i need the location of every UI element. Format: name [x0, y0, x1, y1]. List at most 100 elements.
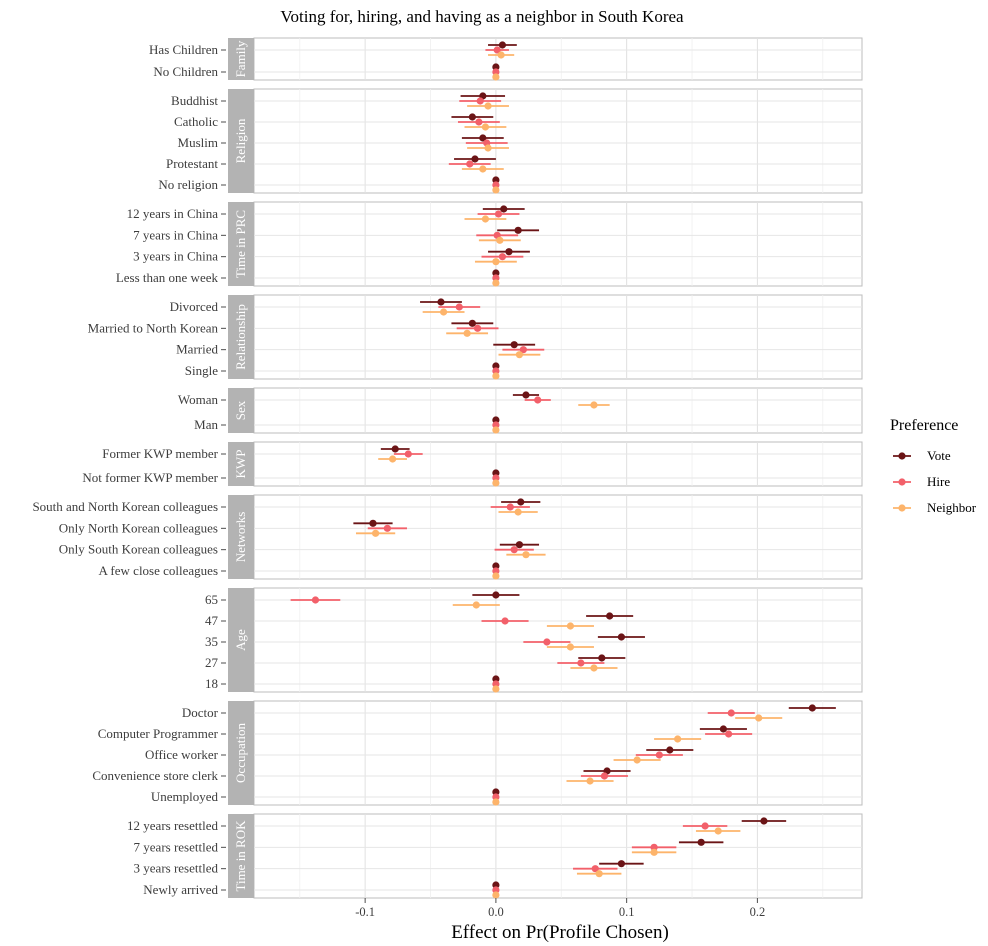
strip-background: [228, 495, 254, 579]
point-vote: [492, 675, 500, 683]
point-vote: [492, 788, 500, 796]
strip-label: Age: [233, 629, 248, 651]
legend-item-neighbor: Neighbor: [927, 500, 977, 515]
panel-background: [253, 441, 863, 487]
point-vote: [492, 562, 500, 570]
point-vote: [697, 838, 705, 846]
level-label: 27: [205, 655, 219, 670]
point-vote: [514, 226, 522, 234]
strip-label: Time in ROK: [233, 820, 248, 892]
strip-background: [228, 388, 254, 433]
level-label: Not former KWP member: [82, 470, 218, 485]
level-label: Married: [176, 342, 218, 357]
strip-label: Networks: [233, 512, 248, 563]
point-neighbor: [755, 714, 763, 722]
point-hire: [492, 274, 500, 282]
point-hire: [655, 751, 663, 759]
point-hire: [473, 324, 482, 332]
point-hire: [404, 450, 412, 458]
point-neighbor: [496, 236, 504, 244]
point-neighbor: [484, 102, 492, 110]
point-vote: [617, 860, 626, 868]
point-neighbor: [388, 455, 397, 463]
level-label: Only North Korean colleagues: [59, 520, 218, 535]
point-vote: [391, 445, 399, 453]
point-vote: [437, 298, 445, 306]
x-axis-label: Effect on Pr(Profile Chosen): [451, 922, 669, 943]
point-hire: [383, 524, 391, 532]
point-neighbor: [463, 329, 471, 337]
point-vote: [492, 269, 500, 277]
level-label: Newly arrived: [143, 882, 218, 897]
point-neighbor: [479, 165, 487, 173]
panel-background: [253, 700, 863, 806]
level-label: 12 years resettled: [127, 818, 218, 833]
point-vote: [492, 416, 500, 424]
legend-item-hire: Hire: [927, 474, 950, 489]
legend-item-vote: Vote: [927, 448, 951, 463]
point-vote: [500, 205, 508, 213]
strip-label: KWP: [233, 450, 248, 479]
point-hire: [498, 253, 507, 261]
level-label: Has Children: [149, 42, 218, 57]
level-label: 65: [205, 592, 218, 607]
level-label: Unemployed: [151, 789, 219, 804]
level-label: Man: [194, 417, 218, 432]
point-neighbor: [481, 123, 490, 131]
point-vote: [505, 248, 513, 256]
level-label: Less than one week: [116, 270, 219, 285]
facet-2: Time in PRC 12 years in China 7 years in C…: [116, 201, 863, 287]
point-neighbor: [650, 848, 658, 856]
level-label: Muslim: [178, 135, 218, 150]
strip-background: [228, 588, 254, 692]
point-neighbor: [492, 372, 500, 380]
point-neighbor: [484, 144, 492, 152]
point-vote: [808, 704, 816, 712]
level-label: Protestant: [166, 156, 218, 171]
level-label: 35: [205, 634, 218, 649]
facet-panels: Family Has Children No Children Religion Bud…: [32, 37, 863, 899]
point-vote: [492, 591, 500, 599]
point-vote: [471, 155, 479, 163]
level-label: Married to North Korean: [88, 320, 219, 335]
point-hire: [492, 367, 500, 375]
point-hire: [727, 709, 735, 717]
level-label: 3 years in China: [133, 249, 218, 264]
level-label: Office worker: [145, 747, 219, 762]
point-vote: [666, 746, 674, 754]
facet-0: Family Has Children No Children: [149, 37, 863, 81]
x-tick-label: -0.1: [355, 905, 375, 919]
panel-background: [253, 37, 863, 81]
point-vote: [719, 725, 728, 733]
point-neighbor: [492, 798, 500, 806]
point-hire: [506, 503, 514, 511]
point-neighbor: [492, 186, 500, 194]
facet-5: KWP Former KWP member Not former KWP membe…: [82, 441, 863, 487]
level-label: 7 years resettled: [134, 839, 219, 854]
level-label: Computer Programmer: [98, 726, 219, 741]
point-hire: [519, 346, 527, 354]
point-neighbor: [372, 529, 380, 537]
point-neighbor: [590, 401, 598, 409]
panel-background: [253, 88, 863, 194]
point-neighbor: [492, 572, 500, 580]
point-hire: [492, 181, 500, 189]
level-label: 47: [205, 613, 219, 628]
point-vote: [517, 498, 525, 506]
point-hire: [492, 793, 500, 801]
point-neighbor: [492, 685, 500, 693]
level-label: 3 years resettled: [134, 861, 219, 876]
point-hire: [591, 865, 599, 873]
facet-4: Sex Woman Man: [178, 387, 863, 434]
strip-background: [228, 814, 254, 898]
panel-background: [253, 201, 863, 287]
x-tick-label: 0.2: [750, 905, 766, 919]
strip-label: Occupation: [233, 723, 248, 783]
point-vote: [468, 319, 476, 327]
point-hire: [476, 97, 484, 105]
point-neighbor: [595, 870, 603, 878]
point-neighbor: [497, 51, 505, 59]
point-hire: [492, 421, 500, 429]
point-neighbor: [515, 351, 524, 359]
